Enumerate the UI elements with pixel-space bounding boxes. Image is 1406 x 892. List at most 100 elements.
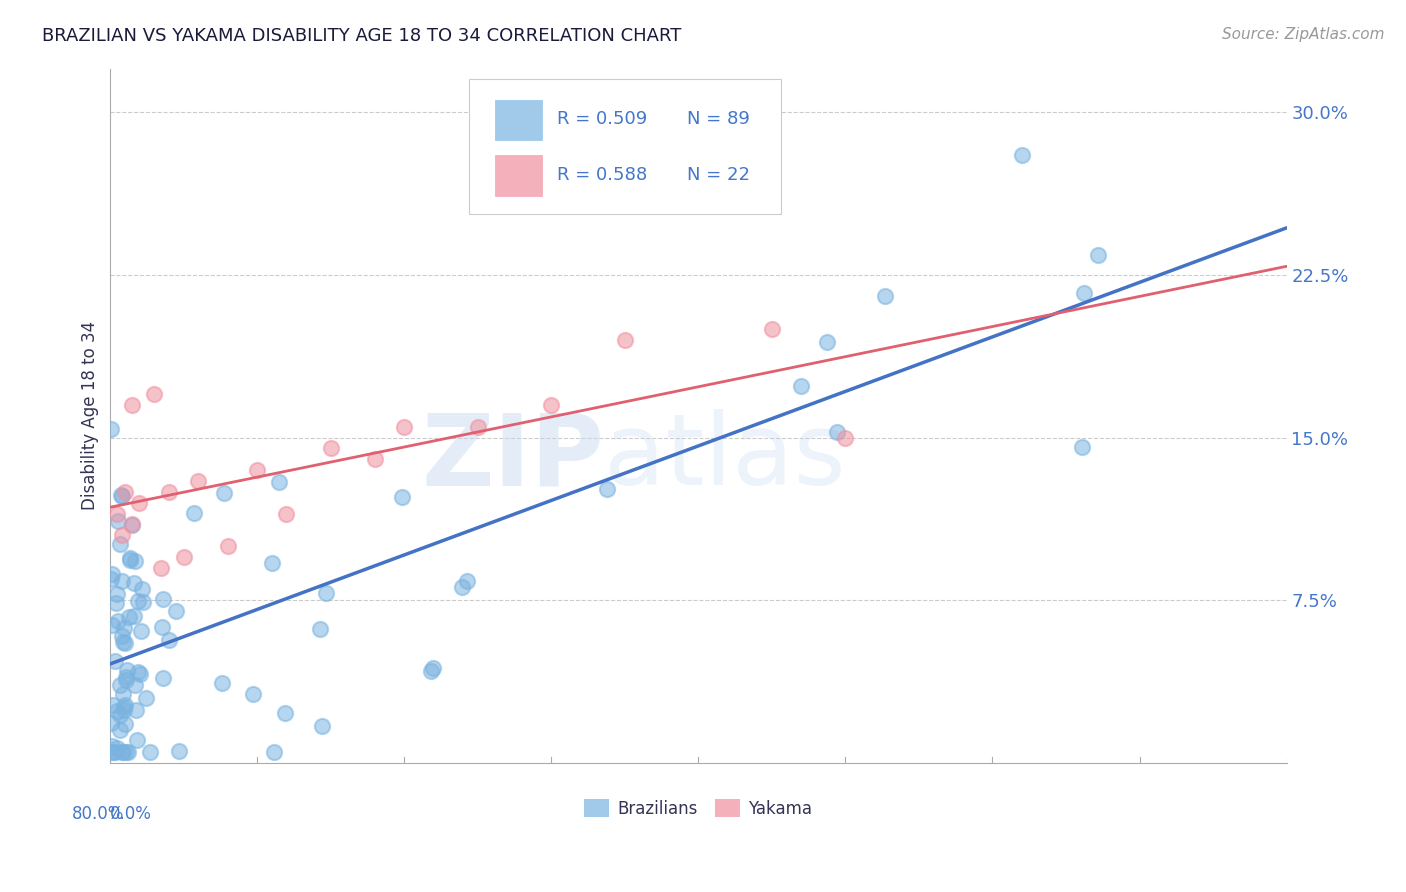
Point — [139, 745, 162, 759]
Point — [595, 482, 617, 496]
Point — [120, 551, 142, 566]
Point — [103, 745, 125, 759]
Point — [111, 687, 134, 701]
Point — [105, 704, 128, 718]
Point — [364, 452, 387, 467]
Point — [100, 618, 122, 632]
Point — [152, 671, 174, 685]
Text: R = 0.509: R = 0.509 — [557, 111, 647, 128]
Point — [111, 489, 134, 503]
Point — [114, 636, 136, 650]
Point — [112, 621, 135, 635]
Point — [456, 574, 478, 589]
Point — [129, 624, 152, 639]
Point — [242, 687, 264, 701]
Point — [157, 484, 180, 499]
Point — [217, 539, 239, 553]
Point — [150, 561, 173, 575]
Point — [114, 484, 136, 499]
Point — [111, 629, 134, 643]
Point — [1073, 286, 1095, 301]
Point — [111, 528, 134, 542]
Point — [115, 670, 138, 684]
Point — [392, 419, 415, 434]
Point — [100, 745, 122, 759]
Point — [157, 633, 180, 648]
Text: 0.0%: 0.0% — [110, 805, 152, 822]
Point — [100, 567, 122, 582]
Point — [127, 665, 149, 679]
Point — [108, 708, 131, 723]
Point — [115, 745, 138, 759]
Text: 80.0%: 80.0% — [72, 805, 125, 822]
Point — [107, 514, 129, 528]
Point — [124, 553, 146, 567]
Point — [110, 488, 132, 502]
Point — [173, 549, 195, 564]
Text: N = 22: N = 22 — [686, 166, 749, 184]
Point — [450, 580, 472, 594]
Point — [101, 698, 124, 712]
Point — [111, 745, 134, 759]
Point — [100, 572, 122, 586]
Point — [121, 517, 143, 532]
Point — [105, 507, 128, 521]
Point — [273, 706, 295, 720]
Point — [187, 474, 209, 488]
Point — [315, 586, 337, 600]
Point — [118, 610, 141, 624]
Point — [127, 594, 149, 608]
Point — [761, 322, 783, 336]
Point — [135, 690, 157, 705]
Point — [121, 398, 143, 412]
Point — [112, 635, 135, 649]
Point — [128, 667, 150, 681]
Point — [121, 518, 143, 533]
Point — [108, 537, 131, 551]
FancyBboxPatch shape — [468, 78, 780, 214]
Text: atlas: atlas — [605, 409, 846, 506]
Point — [128, 496, 150, 510]
Point — [143, 387, 166, 401]
Point — [613, 333, 636, 347]
Point — [267, 475, 290, 489]
Point — [112, 699, 135, 714]
Point — [118, 553, 141, 567]
Text: N = 89: N = 89 — [686, 111, 749, 128]
Point — [246, 463, 269, 477]
Text: ZIP: ZIP — [422, 409, 605, 506]
Point — [105, 741, 128, 756]
Text: BRAZILIAN VS YAKAMA DISABILITY AGE 18 TO 34 CORRELATION CHART: BRAZILIAN VS YAKAMA DISABILITY AGE 18 TO… — [42, 27, 682, 45]
Point — [311, 719, 333, 733]
Point — [1070, 441, 1092, 455]
Point — [152, 591, 174, 606]
Point — [183, 506, 205, 520]
Point — [114, 717, 136, 731]
Point — [127, 732, 149, 747]
Point — [467, 419, 489, 434]
Point — [825, 425, 848, 439]
Point — [150, 620, 173, 634]
Point — [100, 422, 122, 436]
Point — [112, 745, 135, 759]
Point — [319, 442, 342, 456]
Bar — [495, 100, 541, 140]
Point — [815, 335, 838, 350]
Point — [124, 608, 146, 623]
Point — [391, 491, 413, 505]
Point — [260, 556, 283, 570]
Bar — [495, 155, 541, 195]
Point — [276, 507, 298, 521]
Point — [167, 744, 190, 758]
Legend: Brazilians, Yakama: Brazilians, Yakama — [578, 793, 818, 824]
Point — [540, 398, 562, 412]
Point — [165, 604, 187, 618]
Point — [104, 596, 127, 610]
Point — [100, 716, 122, 731]
Point — [107, 614, 129, 628]
Point — [1011, 148, 1033, 162]
Point — [420, 665, 443, 679]
Point — [422, 661, 444, 675]
Point — [263, 745, 285, 759]
Point — [104, 745, 127, 759]
